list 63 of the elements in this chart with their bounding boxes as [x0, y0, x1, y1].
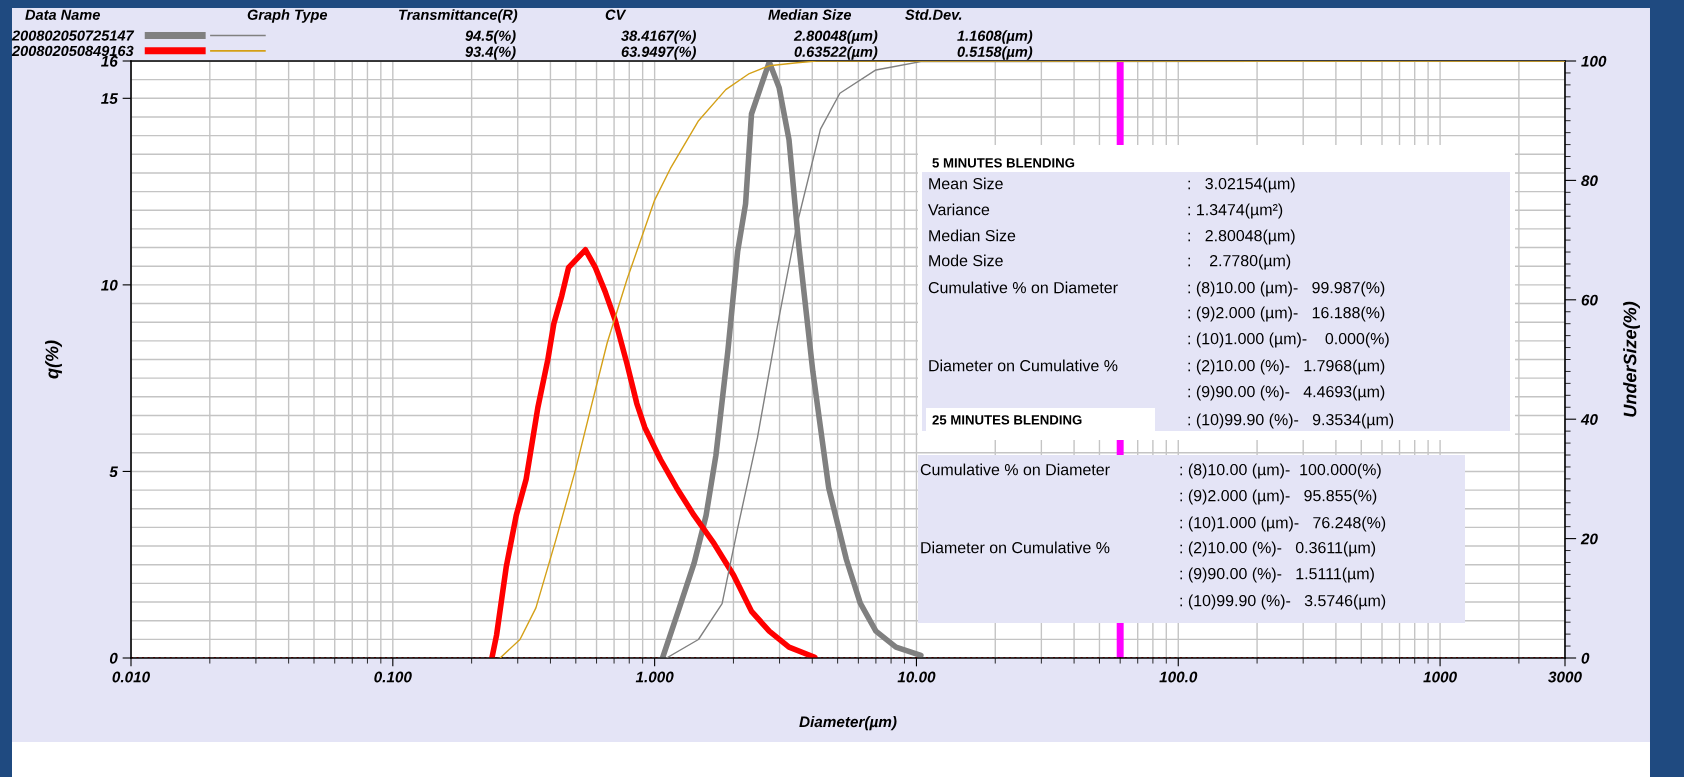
annotation: Cumulative % on Diameter: [920, 463, 1110, 476]
annotation: : (9)90.00 (%)- 1.5111(µm): [1180, 567, 1374, 583]
x-tick-label: 100.0: [1159, 671, 1198, 683]
text: 94.5(%): [465, 30, 516, 44]
text: Graph Type: [247, 9, 328, 23]
text: Transmittance(R): [399, 9, 518, 23]
y-tick-label: 10: [101, 279, 118, 291]
annotation: Variance: [928, 203, 990, 216]
annotation: Diameter on Cumulative %: [929, 359, 1118, 372]
annotation: Median Size: [929, 229, 1016, 242]
annotation: : 2.80048(µm): [1188, 229, 1295, 245]
x-tick-label: 1.000: [635, 671, 674, 683]
x-tick-label: 3000: [1548, 671, 1582, 683]
text: 1.1608(µm): [957, 30, 1033, 44]
annotation: : (2)10.00 (%)- 1.7968(µm): [1188, 359, 1385, 375]
legend-label: 200802050849163: [11, 45, 134, 57]
text: 93.4(%): [465, 46, 516, 60]
annotation: Cumulative % on Diameter: [928, 281, 1118, 294]
y2-tick-label: 60: [1581, 294, 1598, 306]
x-tick-label: 0.010: [112, 671, 150, 683]
y2-tick-label: 80: [1581, 175, 1598, 187]
x-axis-title: Diameter(µm): [799, 715, 897, 731]
annotation: : (10)99.90 (%)- 3.5746(µm): [1180, 594, 1386, 610]
annotation: : (2)10.00 (%)- 0.3611(µm): [1180, 541, 1376, 557]
annotation: : 3.02154(µm): [1188, 177, 1295, 193]
text: CV: [605, 9, 627, 20]
annotation: Mean Size: [929, 177, 1003, 190]
y-tick-label: 5: [109, 466, 118, 478]
y2-tick-label: 40: [1580, 414, 1598, 425]
y-tick-label: 15: [101, 93, 118, 104]
y2-tick-label: 0: [1581, 652, 1590, 664]
text: Std.Dev.: [905, 9, 962, 20]
annotation: : (10)1.000 (µm)- 0.000(%): [1188, 332, 1389, 348]
annotation: Mode Size: [929, 254, 1003, 267]
annotation: Diameter on Cumulative %: [921, 541, 1110, 554]
annotation: : 1.3474(µm²): [1188, 203, 1283, 219]
y-tick-label: 0: [109, 652, 118, 664]
annotation: : (10)1.000 (µm)- 76.248(%): [1180, 516, 1386, 532]
y-axis-title: q(%): [45, 340, 62, 379]
text: 2.80048(µm): [793, 30, 878, 44]
y2-axis-title: UnderSize(%): [1623, 301, 1640, 417]
annotation: : (10)99.90 (%)- 9.3534(µm): [1188, 413, 1394, 429]
text: Median Size: [768, 9, 852, 20]
text: Data Name: [25, 9, 100, 20]
x-tick-label: 1000: [1423, 671, 1457, 683]
x-tick-label: 0.100: [374, 671, 412, 683]
legend-label: 200802050725147: [11, 30, 135, 41]
annotation: 5 MINUTES BLENDING: [932, 158, 1075, 168]
annotation: : (9)2.000 (µm)- 16.188(%): [1188, 306, 1385, 322]
y2-tick-label: 100: [1581, 55, 1607, 67]
x-tick-label: 10.00: [897, 671, 936, 683]
annotation: : (9)2.000 (µm)- 95.855(%): [1180, 489, 1377, 505]
annotation: : 2.7780(µm): [1188, 254, 1291, 270]
y-tick-label: 16: [101, 55, 118, 67]
text: 38.4167(%): [621, 30, 696, 44]
y2-tick-label: 20: [1580, 533, 1598, 545]
text: 0.63522(µm): [794, 46, 878, 60]
annotation: : (9)90.00 (%)- 4.4693(µm): [1188, 385, 1385, 401]
annotation: 25 MINUTES BLENDING: [932, 415, 1082, 425]
text: 0.5158(µm): [957, 46, 1033, 60]
text: 63.9497(%): [621, 46, 696, 60]
annotation: : (8)10.00 (µm)- 100.000(%): [1180, 463, 1381, 479]
annotation: : (8)10.00 (µm)- 99.987(%): [1188, 281, 1385, 297]
